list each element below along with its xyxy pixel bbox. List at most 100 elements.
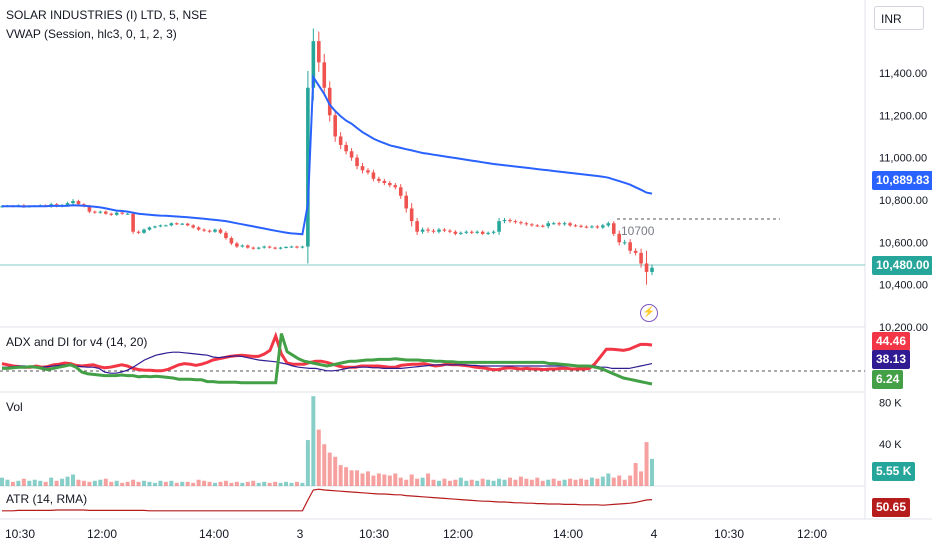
volume-bar — [617, 475, 622, 486]
candle-body — [644, 263, 649, 272]
candle-body — [136, 231, 141, 233]
volume-bar — [628, 475, 633, 486]
candle-body — [278, 247, 283, 249]
candle-body — [174, 223, 179, 225]
volume-bar — [54, 480, 59, 486]
volume-bar — [114, 480, 119, 486]
candle-body — [562, 223, 567, 225]
candle-body — [262, 246, 266, 248]
volume-bar — [207, 481, 212, 486]
candle-body — [573, 225, 578, 227]
volume-bar — [327, 452, 332, 486]
volume-bar — [218, 481, 223, 486]
candle-body — [606, 223, 611, 226]
candle-body — [273, 247, 277, 249]
volume-bar — [502, 479, 507, 486]
volume-bar — [639, 471, 644, 486]
volume-bar — [584, 479, 589, 486]
atr-line — [2, 488, 653, 512]
volume-bar — [540, 480, 545, 486]
volume-tag: 5.55 K — [872, 462, 916, 481]
volume-bar — [16, 480, 21, 486]
candle-body — [245, 245, 250, 248]
volume-bar — [606, 473, 611, 486]
adx-legend[interactable]: ADX and DI for v4 (14, 20) — [6, 335, 148, 349]
candle-body — [109, 213, 114, 215]
volume-bar — [507, 477, 512, 486]
volume-bar — [491, 480, 496, 486]
adx-tag: 38.13 — [872, 350, 911, 369]
candle-body — [327, 87, 332, 116]
time-tick-label: 12:00 — [87, 527, 117, 541]
candle-body — [65, 203, 70, 206]
candle-body — [158, 225, 163, 227]
candle-body — [486, 232, 490, 234]
volume-bar — [453, 479, 458, 486]
volume-bar — [322, 444, 327, 486]
volume-bar — [32, 479, 37, 486]
candle-body — [191, 225, 195, 228]
volume-bar — [267, 482, 272, 486]
candle-body — [448, 230, 452, 232]
lightning-icon[interactable]: ⚡ — [640, 304, 658, 322]
volume-bar — [185, 481, 190, 486]
candle-body — [317, 41, 321, 63]
candle-body — [153, 226, 157, 228]
volume-bar — [65, 476, 70, 486]
atr-legend[interactable]: ATR (14, RMA) — [6, 492, 88, 506]
volume-bar — [431, 479, 436, 486]
volume-bar — [387, 475, 392, 486]
candle-body — [338, 136, 343, 145]
volume-bar — [393, 473, 398, 486]
candle-body — [120, 212, 124, 214]
candle-body — [311, 41, 316, 88]
time-axis[interactable]: 10:30 12:00 14:00 3 10:30 12:00 14:00 4 10:30 12:… — [5, 527, 827, 541]
candle-body — [93, 211, 97, 213]
volume-bar — [365, 471, 370, 486]
candle-body — [535, 225, 540, 227]
candle-body — [442, 229, 447, 231]
candle-body — [546, 223, 551, 227]
volume-bar — [5, 479, 10, 486]
volume-bar — [196, 479, 201, 486]
volume-bar — [109, 481, 114, 486]
candle-body — [393, 185, 398, 188]
volume-bar — [442, 478, 447, 486]
candle-body — [207, 230, 212, 232]
volume-bar — [464, 480, 469, 486]
volume-bar — [256, 482, 261, 486]
vwap-legend[interactable]: VWAP (Session, hlc3, 0, 1, 2, 3) — [6, 27, 177, 41]
volume-bar — [27, 480, 32, 486]
volume-bar — [174, 482, 179, 486]
candle-body — [497, 221, 501, 232]
candle-body — [557, 223, 561, 225]
candle-body — [388, 183, 392, 186]
candle-body — [540, 225, 545, 227]
volume-bar — [557, 480, 562, 486]
candle-body — [469, 231, 474, 233]
volume-bar — [546, 479, 551, 486]
candle-body — [202, 229, 206, 231]
price-tick-label: 11,200.00 — [879, 110, 927, 122]
candle-body — [579, 225, 583, 227]
volume-bar — [644, 442, 649, 486]
currency-selector[interactable]: INR — [874, 6, 924, 30]
volume-bar — [0, 477, 4, 486]
price-axis[interactable]: 11,400.00 11,200.00 11,000.00 10,800.00 10,6… — [879, 68, 928, 334]
candle-body — [114, 212, 119, 215]
candle-body — [169, 223, 174, 226]
symbol-title[interactable]: SOLAR INDUSTRIES (I) LTD, 5, NSE — [6, 8, 208, 22]
volume-bar — [191, 482, 196, 486]
candle-body — [142, 229, 146, 233]
candle-body — [289, 246, 294, 248]
volume-bar — [480, 478, 485, 486]
adx-series-diminus — [2, 333, 653, 386]
price-tick-label: 10,600.00 — [879, 237, 928, 249]
volume-legend[interactable]: Vol — [6, 400, 23, 414]
di-minus-tag: 6.24 — [872, 370, 904, 389]
volume-bar — [497, 478, 502, 486]
volume-bar — [147, 481, 152, 486]
candle-body — [333, 115, 337, 137]
volume-bar — [600, 476, 605, 486]
